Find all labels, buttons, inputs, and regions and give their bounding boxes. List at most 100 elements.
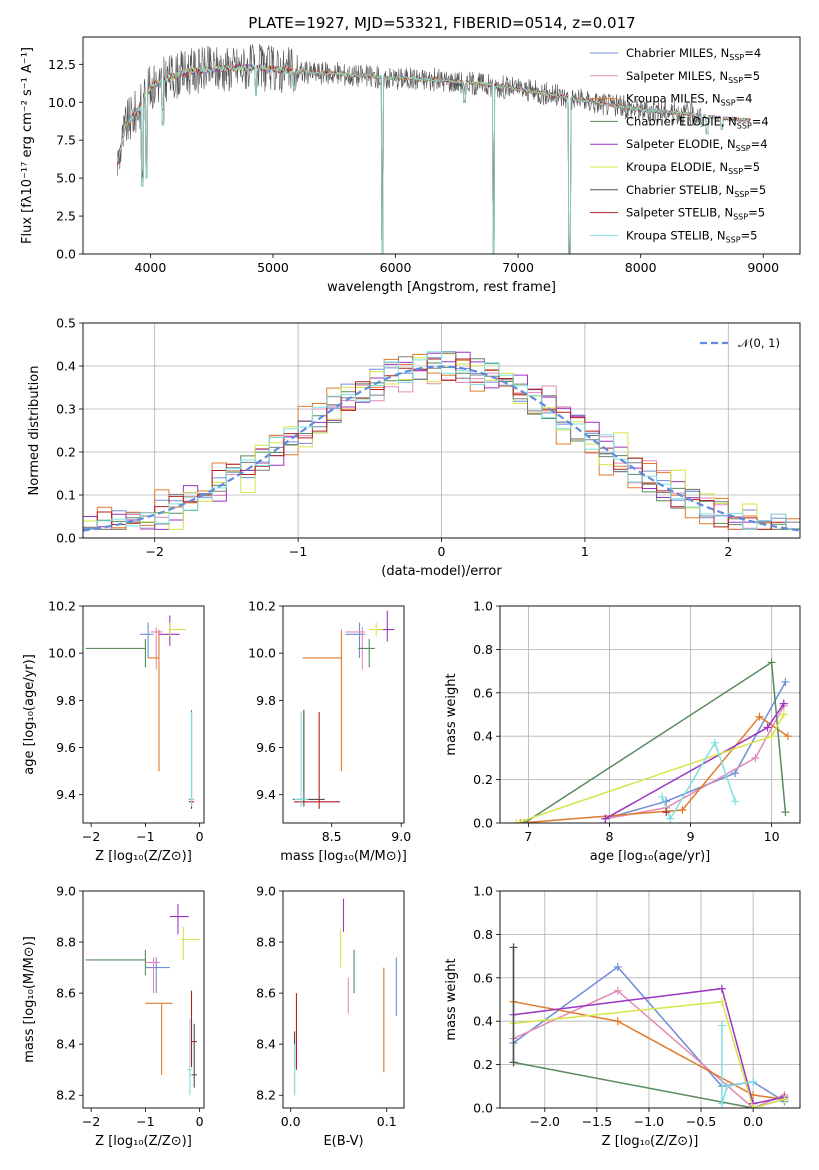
weight-marker: [613, 986, 622, 995]
legend-text-part: Chabrier STELIB, N: [626, 183, 734, 197]
weight-vs-metallicity-panel: −2.0 −1.5 −1.0 −0.5 0.0 0.0 0.2 0.4 0.6 0.8 1.0 Z […: [444, 884, 801, 1149]
errorbar-points: [293, 898, 397, 1096]
errorbar-point-7: [190, 990, 197, 1068]
legend-label: Kroupa STELIB, NSSP=5: [626, 228, 757, 244]
weight-marker: [781, 808, 790, 817]
residual-histogram-panel: −2 −1 0 1 2 0.0 0.1 0.2 0.3 0.4 0.5 (data-model)/er…: [27, 316, 801, 579]
y-tick-label: 8.6: [256, 986, 276, 1001]
y-tick-label: 9.4: [256, 787, 276, 802]
x-tick-label: 6000: [380, 260, 412, 275]
y-tick-label: 8.4: [56, 1037, 76, 1052]
legend-label: Chabrier MILES, NSSP=4: [626, 46, 761, 62]
x-tick-label: −2.0: [530, 1114, 560, 1129]
y-axis-label: Normed distribution: [27, 366, 42, 496]
y-tick-label: 0.8: [473, 927, 493, 942]
x-tick-label: 5000: [257, 260, 289, 275]
legend-text-part: SSP: [729, 53, 744, 62]
weight-marker: [731, 797, 740, 806]
x-axis-label: mass [log₁₀(M/M⊙)]: [280, 849, 407, 864]
legend-text-part: =5: [748, 206, 765, 220]
y-tick-label: 0.8: [473, 642, 493, 657]
legend-label: Salpeter MILES, NSSP=5: [626, 69, 760, 85]
y-tick-label: 9.0: [256, 884, 276, 899]
legend-label: 𝒩(0, 1): [738, 336, 780, 350]
legend-label: Salpeter STELIB, NSSP=5: [626, 206, 765, 222]
legend-text-part: Chabrier MILES, N: [626, 46, 729, 60]
legend-text-part: =4: [752, 114, 769, 128]
x-tick-label: 2: [724, 544, 732, 559]
legend-text-part: =5: [749, 183, 766, 197]
weight-marker: [717, 984, 726, 993]
y-axis-label: mass weight: [444, 673, 459, 755]
histogram-series: [83, 351, 800, 532]
errorbar-points: [292, 610, 395, 809]
weight-marker: [658, 792, 667, 801]
weight-marker: [749, 1077, 758, 1086]
legend-text-part: Salpeter ELODIE, N: [626, 137, 736, 151]
x-tick-label: −1: [136, 829, 154, 844]
weight-marker: [666, 814, 675, 823]
y-tick-label: 10.0: [48, 95, 76, 110]
x-tick-label: 7000: [502, 260, 534, 275]
weight-marker: [512, 819, 521, 823]
legend-text-part: =5: [741, 228, 758, 242]
errorbar-points: [85, 903, 200, 1096]
weight-marker: [516, 819, 525, 823]
errorbar-point-0: [139, 622, 154, 658]
errorbar-point-5: [369, 622, 384, 637]
figure-title: PLATE=1927, MJD=53321, FIBERID=0514, z=0…: [248, 14, 635, 32]
axes-frame: [282, 890, 405, 1109]
x-axis-label: Z [log₁₀(Z/Z⊙)]: [95, 849, 192, 864]
legend-text-part: =4: [744, 46, 761, 60]
histogram-series-8: [83, 351, 800, 530]
legend-text-part: Salpeter STELIB, N: [626, 206, 733, 220]
y-tick-label: 0.1: [56, 488, 76, 503]
mass-vs-ebv-panel: 0.0 0.1 8.2 8.4 8.6 8.8 9.0 E(B-V): [256, 884, 405, 1149]
x-tick-label: −2: [82, 829, 100, 844]
legend-text-part: SSP: [736, 144, 751, 153]
weight-series-7: [662, 808, 671, 817]
legend-text-part: SSP: [728, 167, 743, 176]
y-tick-label: 0.0: [56, 531, 76, 546]
weight-vs-age-panel: 7 8 9 10 0.0 0.2 0.4 0.6 0.8 1.0 age [log₁₀(age/yr…: [444, 599, 801, 864]
weight-marker: [755, 712, 764, 721]
y-axis-label: mass weight: [444, 958, 459, 1040]
age-vs-mass-panel: 8.5 9.0 9.4 9.6 9.8 10.0 10.2 mass [log₁₀(M/M⊙)…: [248, 599, 411, 865]
x-tick-label: −1: [136, 1114, 154, 1129]
x-tick-label: −1.5: [582, 1114, 612, 1129]
axes-frame: [282, 605, 405, 824]
age-vs-metallicity-panel: −2 −1 0 9.4 9.6 9.8 10.0 10.2 Z [log₁₀(Z/Z⊙)] age…: [22, 599, 205, 864]
legend-text-part: =4: [751, 137, 768, 151]
errorbar-point-2: [302, 629, 342, 772]
x-tick-label: −1.0: [634, 1114, 664, 1129]
y-tick-label: 1.0: [473, 884, 493, 899]
y-tick-label: 9.8: [256, 693, 276, 708]
weight-marker: [717, 1021, 726, 1030]
y-tick-label: 0.4: [473, 1014, 493, 1029]
errorbar-point-1: [145, 957, 161, 994]
legend-label: Chabrier ELODIE, NSSP=4: [626, 114, 769, 130]
y-tick-label: 0.6: [473, 685, 493, 700]
legend-text-part: SSP: [737, 121, 752, 130]
legend-text-part: Salpeter MILES, N: [626, 69, 728, 83]
x-tick-label: 0: [196, 1114, 204, 1129]
y-tick-label: 8.8: [56, 935, 76, 950]
x-axis-label: (data-model)/error: [381, 564, 502, 579]
y-tick-label: 7.5: [56, 133, 76, 148]
x-tick-label: 0.0: [743, 1114, 763, 1129]
legend-text-part: Kroupa ELODIE, N: [626, 160, 728, 174]
y-tick-label: 0.0: [473, 816, 493, 831]
x-axis-label: E(B-V): [323, 1134, 363, 1149]
errorbar-point-3: [85, 949, 146, 976]
y-tick-label: 0.2: [56, 445, 76, 460]
weight-marker: [731, 769, 740, 778]
y-tick-label: 0.6: [473, 970, 493, 985]
weight-series-7: [509, 943, 518, 1067]
weight-series-4: [601, 699, 788, 823]
y-tick-label: 0.4: [56, 359, 76, 374]
spectrum-series-6: [117, 44, 702, 252]
weight-series: [509, 943, 789, 1108]
x-tick-label: −2: [145, 544, 163, 559]
axes-frame: [82, 322, 801, 539]
legend-label: Chabrier STELIB, NSSP=5: [626, 183, 766, 199]
